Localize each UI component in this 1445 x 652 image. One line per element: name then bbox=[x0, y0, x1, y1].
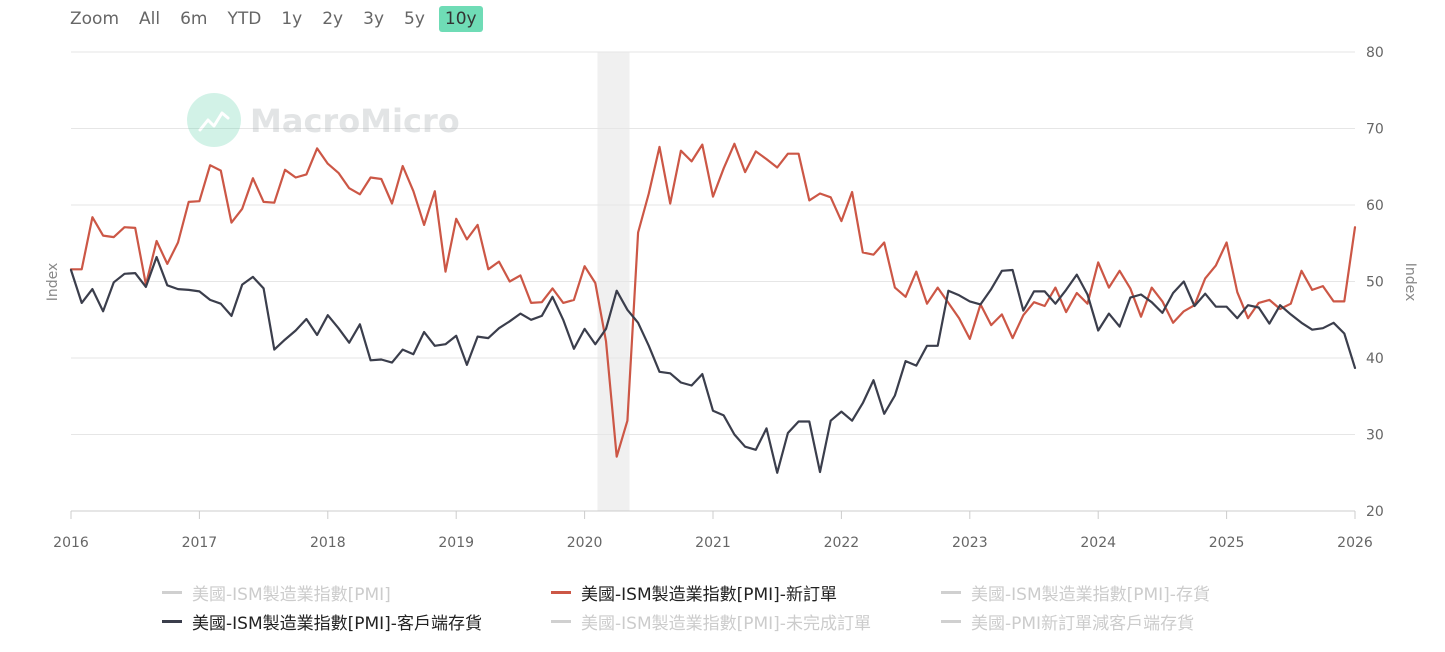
zoom-5y-button[interactable]: 5y bbox=[404, 9, 425, 29]
legend-swatch bbox=[551, 620, 571, 623]
legend-swatch bbox=[551, 591, 571, 594]
zoom-10y-button[interactable]: 10y bbox=[438, 6, 483, 32]
x-tick-label: 2020 bbox=[567, 535, 603, 551]
legend-item-customer-inventories[interactable]: 美國-ISM製造業指數[PMI]-客戶端存貨 bbox=[162, 609, 482, 634]
x-tick-label: 2024 bbox=[1080, 535, 1116, 551]
legend-item-new-orders[interactable]: 美國-ISM製造業指數[PMI]-新訂單 bbox=[551, 580, 837, 605]
zoom-3y-button[interactable]: 3y bbox=[363, 9, 385, 29]
legend-swatch bbox=[941, 591, 961, 594]
x-tick-label: 2018 bbox=[310, 535, 346, 551]
y-tick-label: 50 bbox=[1366, 275, 1384, 291]
legend-swatch bbox=[162, 591, 182, 594]
y-tick-label: 30 bbox=[1366, 428, 1384, 444]
watermark-logo-mark bbox=[198, 111, 230, 132]
legend-item-backlog[interactable]: 美國-ISM製造業指數[PMI]-未完成訂單 bbox=[551, 609, 871, 634]
legend-item-inventories[interactable]: 美國-ISM製造業指數[PMI]-存貨 bbox=[941, 580, 1210, 605]
x-tick-label: 2016 bbox=[53, 535, 89, 551]
y-tick-label: 70 bbox=[1366, 122, 1384, 138]
legend-label: 美國-ISM製造業指數[PMI]-未完成訂單 bbox=[581, 614, 871, 634]
legend-label: 美國-PMI新訂單減客戶端存貨 bbox=[971, 614, 1195, 634]
legend-label: 美國-ISM製造業指數[PMI]-新訂單 bbox=[581, 585, 837, 605]
y-tick-label: 80 bbox=[1366, 45, 1384, 61]
x-tick-label: 2025 bbox=[1209, 535, 1245, 551]
series-line-customer-inventories bbox=[69, 255, 1357, 474]
x-tick-label: 2019 bbox=[438, 535, 474, 551]
legend-label: 美國-ISM製造業指數[PMI] bbox=[192, 585, 391, 605]
zoom-1y-button[interactable]: 1y bbox=[281, 9, 303, 29]
y-tick-label: 60 bbox=[1366, 198, 1384, 214]
x-tick-label: 2021 bbox=[695, 535, 731, 551]
zoom-bar: Zoom All 6m YTD 1y 2y 3y 5y 10y bbox=[62, 4, 491, 34]
zoom-label: Zoom bbox=[70, 9, 120, 29]
legend-swatch bbox=[162, 620, 182, 623]
watermark: MacroMicro bbox=[187, 93, 460, 147]
y-axis-right-title: Index bbox=[1402, 263, 1418, 302]
x-tick-label: 2023 bbox=[952, 535, 988, 551]
zoom-ytd-button[interactable]: YTD bbox=[227, 9, 262, 29]
x-tick-label: 2017 bbox=[182, 535, 218, 551]
y-tick-label: 40 bbox=[1366, 351, 1384, 367]
zoom-6m-button[interactable]: 6m bbox=[180, 9, 208, 29]
series-line-new-orders bbox=[69, 142, 1357, 458]
watermark-logo-icon bbox=[187, 93, 241, 147]
zoom-all-button[interactable]: All bbox=[139, 9, 161, 29]
legend-label: 美國-ISM製造業指數[PMI]-存貨 bbox=[971, 585, 1210, 605]
legend-item-new-orders-minus-inventories[interactable]: 美國-PMI新訂單減客戶端存貨 bbox=[941, 609, 1194, 634]
y-axis-left-title: Index bbox=[45, 263, 61, 302]
y-tick-label: 20 bbox=[1366, 504, 1384, 520]
legend-swatch bbox=[941, 620, 961, 623]
x-tick-label: 2026 bbox=[1337, 535, 1373, 551]
legend-item-pmi[interactable]: 美國-ISM製造業指數[PMI] bbox=[162, 580, 391, 605]
legend-label: 美國-ISM製造業指數[PMI]-客戶端存貨 bbox=[192, 614, 482, 634]
zoom-2y-button[interactable]: 2y bbox=[322, 9, 344, 29]
watermark-text: MacroMicro bbox=[250, 102, 460, 140]
x-tick-label: 2022 bbox=[824, 535, 860, 551]
